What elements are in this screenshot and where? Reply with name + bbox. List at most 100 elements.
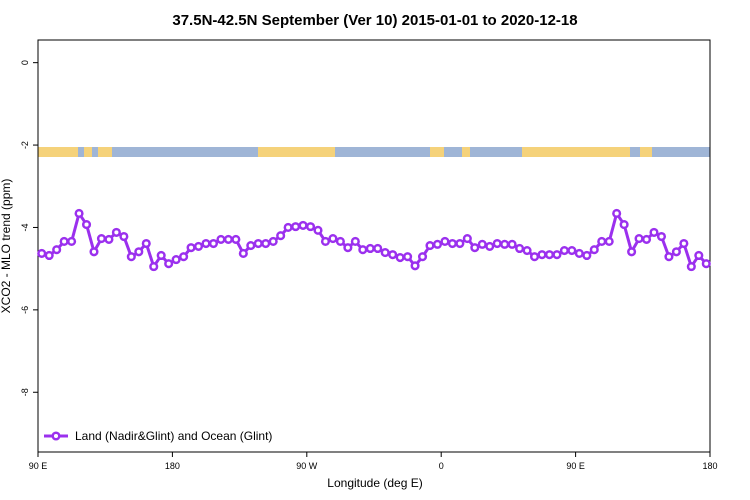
data-point	[291, 222, 301, 232]
data-point	[686, 262, 696, 272]
data-point	[485, 241, 495, 251]
data-point	[320, 236, 331, 247]
data-point	[335, 236, 345, 247]
data-point	[373, 243, 383, 254]
legend-marker	[51, 431, 61, 441]
data-point	[74, 208, 84, 219]
legend-label: Land (Nadir&Glint) and Ocean (Glint)	[75, 429, 272, 443]
data-point	[89, 247, 99, 257]
land-ocean-strip	[38, 147, 710, 157]
data-point	[126, 252, 136, 262]
y-tick-label: -8	[20, 388, 30, 396]
data-point	[417, 252, 428, 262]
data-point	[574, 248, 584, 258]
x-tick-label: 180	[702, 461, 717, 471]
chart-title: 37.5N-42.5N September (Ver 10) 2015-01-0…	[172, 12, 577, 29]
data-point	[455, 238, 465, 249]
data-point	[612, 208, 622, 219]
data-point	[492, 238, 502, 249]
data-point	[447, 238, 457, 249]
data-point	[679, 238, 689, 249]
data-point	[179, 252, 189, 262]
data-point	[216, 234, 226, 244]
data-point	[141, 238, 151, 249]
data-point	[37, 248, 47, 258]
data-point	[343, 243, 353, 253]
data-point	[104, 234, 114, 244]
data-point	[649, 227, 659, 237]
data-point	[283, 222, 293, 233]
data-point	[470, 243, 480, 253]
data-point	[664, 252, 674, 262]
x-tick-label: 0	[439, 461, 444, 471]
data-point	[246, 241, 256, 251]
data-point	[358, 245, 368, 255]
data-point	[156, 250, 166, 261]
data-point	[223, 234, 233, 244]
data-point	[432, 239, 443, 249]
data-point	[164, 259, 174, 269]
data-point	[149, 262, 159, 272]
data-point	[171, 255, 181, 265]
data-point	[515, 243, 525, 254]
data-point	[52, 245, 62, 255]
y-tick-label: 0	[20, 60, 30, 65]
x-tick-label: 180	[165, 461, 180, 471]
data-point	[694, 250, 704, 261]
data-point	[238, 248, 248, 258]
data-point	[365, 243, 375, 254]
y-tick-label: -6	[20, 306, 30, 314]
data-point	[193, 241, 204, 251]
data-point	[298, 220, 308, 230]
x-tick-label: 90 E	[566, 461, 585, 471]
data-point	[380, 248, 390, 258]
data-point	[96, 234, 107, 244]
data-point	[111, 227, 121, 237]
data-point	[67, 236, 77, 247]
data-point	[589, 245, 599, 255]
data-point	[440, 236, 450, 247]
data-point	[313, 225, 323, 235]
data-point	[582, 250, 592, 261]
data-point	[477, 239, 487, 249]
data-point	[425, 241, 435, 251]
x-tick-label: 90 W	[296, 461, 318, 471]
data-point	[634, 234, 644, 244]
data-point	[186, 243, 196, 253]
data-point	[462, 234, 472, 244]
data-point	[201, 238, 211, 249]
data-point	[305, 222, 316, 232]
data-point	[507, 239, 517, 249]
data-point	[641, 234, 652, 244]
data-point	[276, 231, 286, 241]
data-point	[500, 239, 510, 249]
plot-frame	[37, 39, 711, 453]
data-point	[388, 250, 398, 260]
data-point	[656, 231, 667, 242]
data-point	[208, 238, 219, 249]
data-point	[544, 250, 555, 260]
data-point	[552, 250, 562, 260]
data-point	[328, 234, 338, 244]
data-point	[619, 220, 629, 230]
data-point	[253, 238, 263, 249]
data-point	[395, 252, 405, 263]
data-point	[59, 236, 69, 247]
data-point	[559, 245, 569, 256]
data-point	[268, 236, 278, 247]
data-point	[627, 247, 637, 257]
data-point	[134, 247, 144, 257]
data-point	[403, 252, 413, 262]
data-point	[231, 234, 241, 244]
data-point	[604, 236, 614, 247]
data-point	[522, 245, 532, 256]
data-point	[81, 220, 92, 230]
x-tick-label: 90 E	[29, 461, 48, 471]
x-axis-label: Longitude (deg E)	[327, 476, 422, 490]
data-point	[44, 250, 54, 261]
data-point	[119, 231, 129, 242]
data-point	[410, 261, 420, 271]
data-point	[701, 259, 711, 269]
data-point	[537, 250, 547, 260]
